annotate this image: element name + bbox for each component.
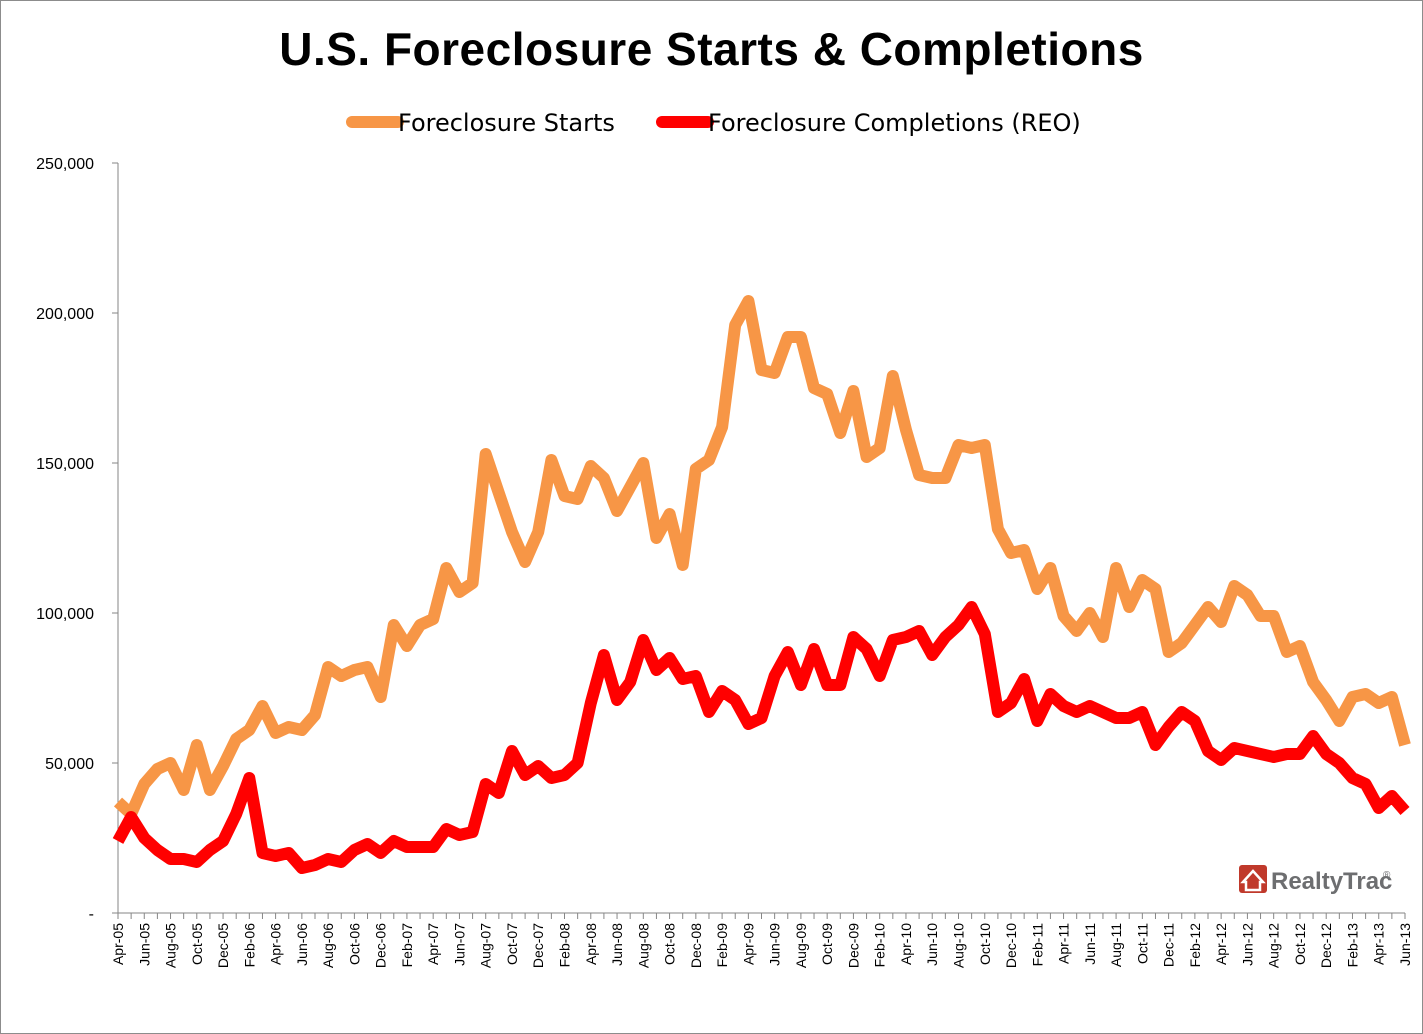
x-tick-label: Jun-06	[294, 923, 310, 966]
legend: Foreclosure Starts Foreclosure Completion…	[346, 109, 1081, 137]
x-tick-label: Aug-11	[1108, 923, 1124, 967]
x-tick-label: Apr-12	[1213, 923, 1229, 965]
x-tick-label: Dec-05	[215, 923, 231, 968]
legend-label-completions: Foreclosure Completions (REO)	[708, 109, 1081, 137]
x-tick-label: Jun-07	[451, 923, 467, 966]
x-tick-label: Apr-06	[268, 923, 284, 965]
x-tick-label: Oct-07	[504, 923, 520, 965]
legend-label-starts: Foreclosure Starts	[398, 109, 615, 137]
logo-trademark: ®	[1383, 870, 1391, 881]
x-tick-label: Dec-11	[1161, 923, 1177, 967]
x-tick-label: Feb-06	[241, 923, 257, 968]
x-tick-label: Feb-07	[399, 923, 415, 968]
x-tick-label: Aug-06	[320, 923, 336, 968]
x-tick-label: Aug-09	[793, 923, 809, 968]
x-tick-label: Jun-13	[1397, 923, 1413, 966]
logo-text: RealtyTrac	[1271, 868, 1392, 895]
x-tick-label: Oct-08	[662, 923, 678, 965]
x-tick-label: Feb-09	[714, 923, 730, 968]
x-tick-label: Aug-08	[635, 923, 651, 968]
y-tick-label: 250,000	[36, 156, 94, 173]
house-outline	[1240, 869, 1266, 892]
x-tick-label: Dec-07	[530, 923, 546, 968]
x-tick-label: Jun-09	[767, 923, 783, 966]
x-tick-label: Apr-09	[740, 923, 756, 965]
x-tick-label: Oct-11	[1134, 923, 1150, 964]
y-tick-label: 200,000	[36, 306, 94, 323]
x-tick-label: Apr-10	[898, 923, 914, 965]
x-tick-label: Oct-06	[346, 923, 362, 965]
x-tick-label: Jun-08	[609, 923, 625, 966]
x-tick-label: Aug-12	[1266, 923, 1282, 968]
x-tick-label: Feb-13	[1344, 923, 1360, 968]
x-tick-label: Apr-05	[110, 923, 126, 965]
x-tick-label: Apr-07	[425, 923, 441, 965]
x-tick-label: Jun-05	[136, 923, 152, 966]
x-tick-label: Dec-08	[688, 923, 704, 968]
x-tick-label: Dec-09	[845, 923, 861, 968]
y-tick-label: 50,000	[45, 756, 94, 773]
x-tick-label: Dec-10	[1003, 923, 1019, 968]
x-tick-label: Feb-10	[872, 923, 888, 968]
x-tick-label: Oct-12	[1292, 923, 1308, 965]
x-tick-label: Jun-12	[1239, 923, 1255, 966]
x-tick-label: Oct-05	[189, 923, 205, 965]
x-tick-label: Aug-10	[950, 923, 966, 968]
series-group	[112, 295, 1411, 874]
x-tick-label: Feb-11	[1029, 923, 1045, 967]
x-tick-label: Aug-07	[478, 923, 494, 968]
x-tick-label: Jun-11	[1082, 923, 1098, 965]
series-line-foreclosure-completions	[112, 601, 1410, 874]
x-tick-label: Apr-11	[1056, 923, 1072, 964]
x-tick-label: Jun-10	[924, 923, 940, 966]
x-tick-label: Feb-12	[1187, 923, 1203, 968]
x-tick-label: Oct-09	[819, 923, 835, 965]
chart-title: U.S. Foreclosure Starts & Completions	[279, 23, 1144, 75]
y-tick-label: 100,000	[36, 606, 94, 623]
x-tick-label: Dec-12	[1318, 923, 1334, 968]
x-tick-label: Aug-05	[163, 923, 179, 968]
x-tick-label: Apr-13	[1371, 923, 1387, 965]
y-tick-label: -	[89, 906, 94, 923]
x-tick-label: Apr-08	[583, 923, 599, 965]
x-tick-label: Feb-08	[557, 923, 573, 968]
axes: - 50,000 100,000 150,000 200,000 250,000 Apr-0…	[36, 156, 1413, 968]
x-tick-label: Dec-06	[373, 923, 389, 968]
x-tick-label: Oct-10	[977, 923, 993, 965]
y-tick-label: 150,000	[36, 456, 94, 473]
realtytrac-logo: RealtyTrac ®	[1239, 865, 1392, 895]
series-line-foreclosure-starts	[113, 295, 1411, 820]
